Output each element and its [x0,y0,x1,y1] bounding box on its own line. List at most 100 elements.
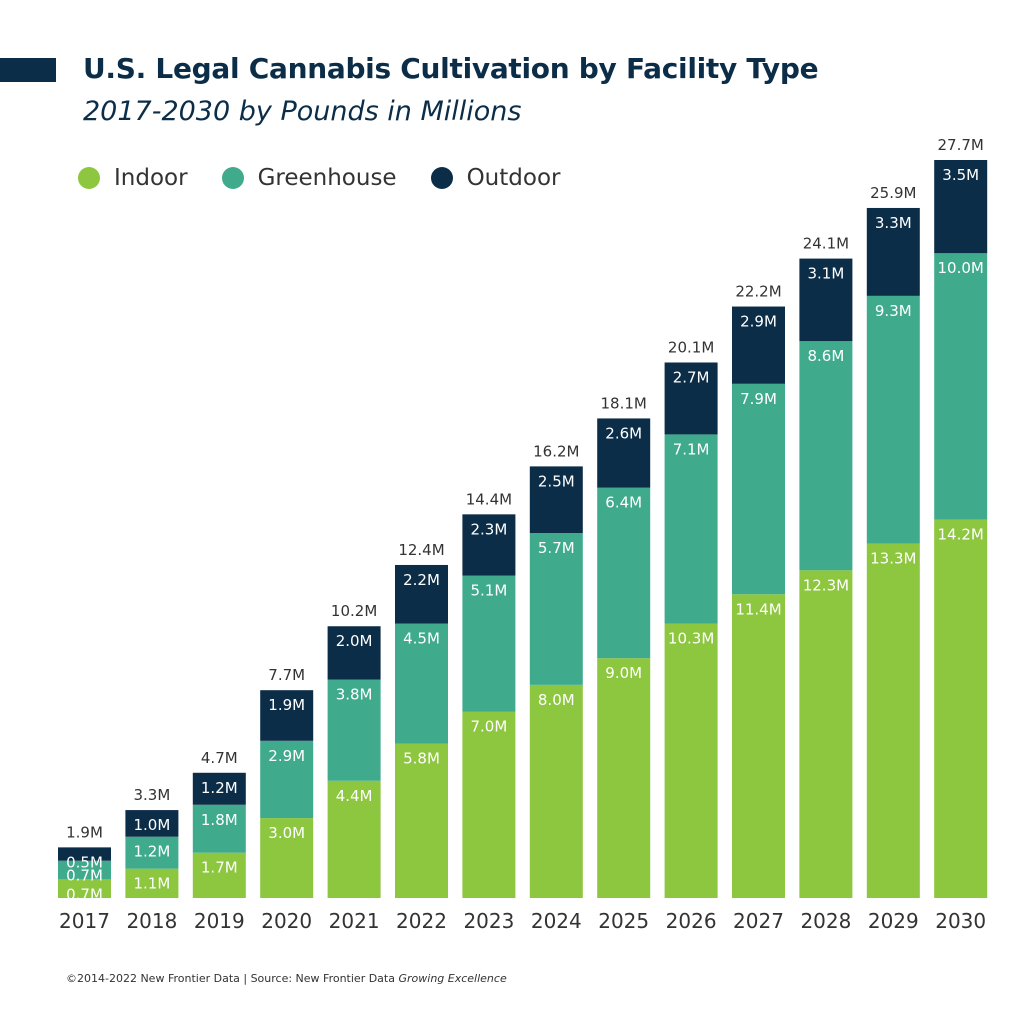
total-label-2019: 4.7M [201,749,238,767]
bar-outdoor-2026 [664,362,718,435]
segment-label-indoor-2025: 9.0M [605,664,642,682]
total-label-2025: 18.1M [601,394,647,412]
segment-label-outdoor-2029: 3.3M [875,214,912,232]
segment-label-greenhouse-2021: 3.8M [336,686,373,704]
bar-outdoor-2017 [58,847,111,861]
bar-greenhouse-2030 [934,253,988,520]
x-tick-label-2030: 2030 [935,909,986,933]
bar-indoor-2029 [866,543,920,898]
bar-outdoor-2019 [192,772,246,805]
segment-label-indoor-2018: 1.1M [134,875,171,893]
segment-label-outdoor-2024: 2.5M [538,472,575,490]
segment-label-outdoor-2020: 1.9M [268,696,305,714]
bar-outdoor-2024 [529,466,583,533]
segment-label-outdoor-2023: 2.3M [471,520,508,538]
total-label-2022: 12.4M [398,541,444,559]
bar-outdoor-2021 [327,626,381,680]
segment-label-outdoor-2022: 2.2M [403,571,440,589]
legend-dot-indoor [78,167,100,189]
total-label-2026: 20.1M [668,338,714,356]
bar-greenhouse-2017 [58,860,111,880]
bar-indoor-2020 [260,818,314,898]
x-tick-label-2020: 2020 [261,909,312,933]
x-tick-label-2017: 2017 [59,909,110,933]
segment-label-outdoor-2030: 3.5M [942,166,979,184]
bar-greenhouse-2019 [192,804,246,853]
segment-label-indoor-2026: 10.3M [668,630,714,648]
x-tick-label-2028: 2028 [800,909,851,933]
legend-item-indoor: Indoor [78,165,188,191]
bar-greenhouse-2028 [799,341,853,571]
bar-greenhouse-2022 [395,623,448,744]
x-tick-label-2025: 2025 [598,909,649,933]
x-tick-label-2021: 2021 [329,909,380,933]
segment-label-indoor-2021: 4.4M [336,787,373,805]
bar-indoor-2023 [462,711,516,898]
segment-label-greenhouse-2022: 4.5M [403,630,440,648]
total-label-2017: 1.9M [66,823,103,841]
segment-label-outdoor-2026: 2.7M [673,368,710,386]
segment-label-indoor-2017: 0.7M [66,885,103,903]
bar-indoor-2019 [192,852,246,898]
bar-outdoor-2025 [597,418,651,488]
bar-greenhouse-2029 [866,295,920,544]
bar-indoor-2025 [597,658,651,898]
segment-label-outdoor-2028: 3.1M [808,265,845,283]
bar-greenhouse-2024 [529,532,583,685]
x-tick-label-2023: 2023 [463,909,514,933]
segment-label-greenhouse-2025: 6.4M [605,494,642,512]
bar-outdoor-2018 [125,810,179,837]
x-tick-label-2019: 2019 [194,909,245,933]
segment-label-indoor-2030: 14.2M [938,526,984,544]
segment-label-greenhouse-2018: 1.2M [134,843,171,861]
segment-label-indoor-2028: 12.3M [803,576,849,594]
segment-label-outdoor-2027: 2.9M [740,313,777,331]
x-tick-label-2018: 2018 [126,909,177,933]
footer-text: ©2014-2022 New Frontier Data | Source: N… [66,972,399,985]
bar-greenhouse-2025 [597,487,651,659]
total-label-2024: 16.2M [533,442,579,460]
bar-greenhouse-2027 [732,383,785,595]
bar-outdoor-2023 [462,514,516,576]
bar-greenhouse-2021 [327,679,381,781]
bar-greenhouse-2026 [664,434,718,624]
segment-label-greenhouse-2023: 5.1M [471,582,508,600]
bar-outdoor-2022 [395,564,448,624]
bar-indoor-2018 [125,868,179,898]
segment-label-outdoor-2021: 2.0M [336,632,373,650]
bar-greenhouse-2023 [462,575,516,712]
bar-outdoor-2029 [866,207,920,296]
total-label-2030: 27.7M [938,136,984,154]
bar-indoor-2030 [934,519,988,898]
footer-credit: ©2014-2022 New Frontier Data | Source: N… [66,972,507,985]
bar-outdoor-2030 [934,160,988,254]
total-label-2020: 7.7M [268,666,305,684]
x-tick-label-2026: 2026 [666,909,717,933]
total-label-2018: 3.3M [134,786,171,804]
total-label-2027: 22.2M [735,283,781,301]
bar-indoor-2024 [529,684,583,898]
segment-label-indoor-2029: 13.3M [870,550,916,568]
segment-label-greenhouse-2020: 2.9M [268,747,305,765]
segment-label-outdoor-2019: 1.2M [201,779,238,797]
bar-indoor-2017 [58,879,111,898]
segment-label-indoor-2020: 3.0M [268,824,305,842]
bar-outdoor-2028 [799,258,853,342]
legend-dot-greenhouse [221,167,244,189]
x-tick-label-2027: 2027 [733,909,784,933]
segment-label-greenhouse-2028: 8.6M [808,347,845,365]
bar-indoor-2021 [327,780,381,898]
bar-greenhouse-2020 [260,740,314,819]
segment-label-greenhouse-2027: 7.9M [740,390,777,408]
legend-label-greenhouse: Greenhouse [257,165,397,191]
bar-indoor-2022 [395,743,448,898]
legend-item-outdoor: Outdoor [430,165,560,191]
total-label-2023: 14.4M [466,490,512,508]
segment-label-indoor-2023: 7.0M [471,718,508,736]
legend-item-greenhouse: Greenhouse [221,165,397,191]
footer-source-title: Growing Excellence [398,972,507,985]
segment-label-outdoor-2017: 0.5M [66,853,103,871]
segment-label-greenhouse-2030: 10.0M [938,259,984,277]
x-tick-label-2024: 2024 [531,909,582,933]
